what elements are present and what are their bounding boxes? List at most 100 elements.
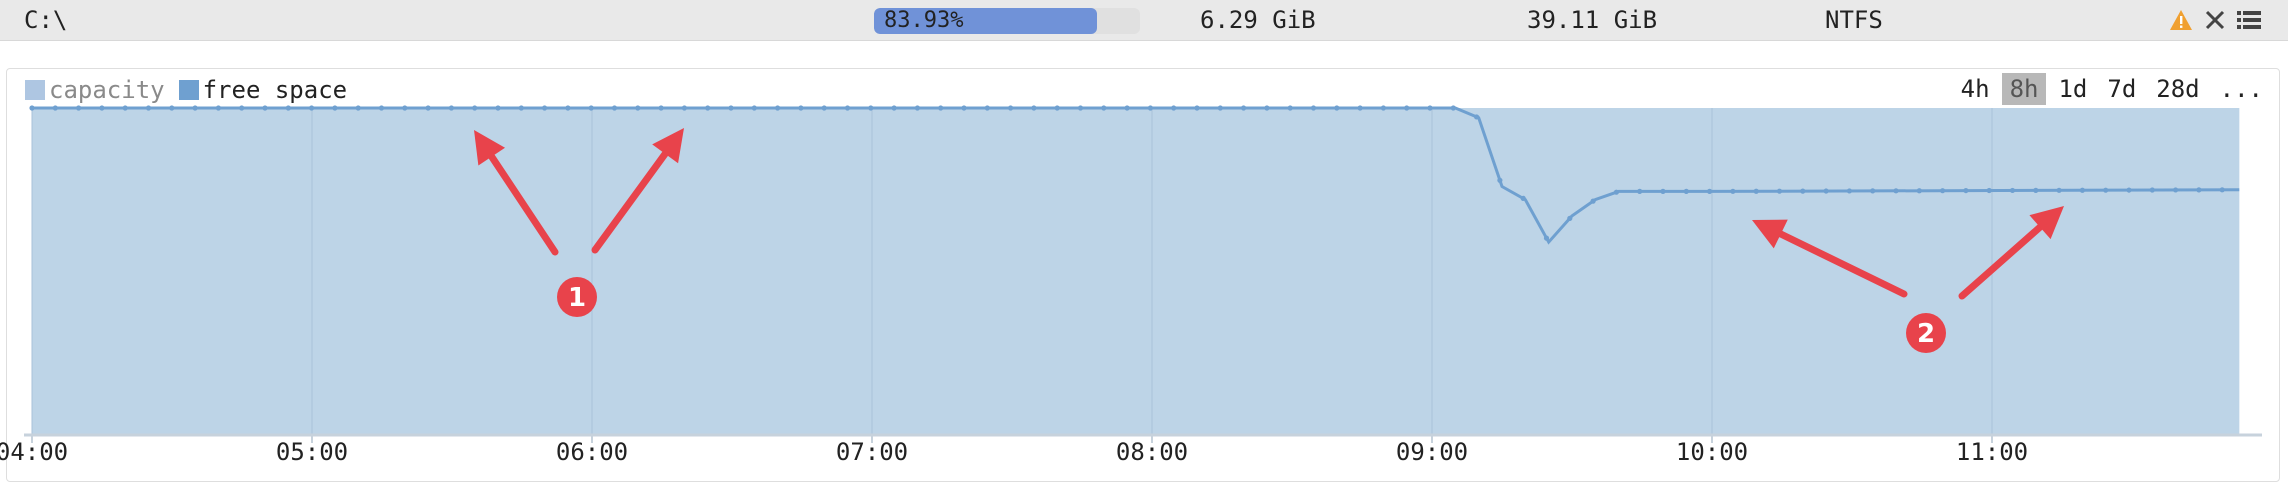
capacity-area xyxy=(32,108,2240,435)
drive-row[interactable]: C:\ 83.93% 6.29 GiB 39.11 GiB NTFS xyxy=(0,0,2288,41)
free-space-point xyxy=(658,105,664,111)
free-space-point xyxy=(798,105,804,111)
free-space-point xyxy=(1846,188,1852,194)
time-range-selector: 4h 8h 1d 7d 28d ... xyxy=(1953,73,2271,105)
free-space-point xyxy=(1660,188,1666,194)
free-space-point xyxy=(2196,187,2202,193)
free-space-point xyxy=(1543,235,1550,241)
free-space-point xyxy=(821,105,827,111)
free-space-point xyxy=(285,105,291,111)
free-space-point xyxy=(1124,105,1130,111)
free-space-point xyxy=(1031,105,1037,111)
free-space-point xyxy=(1334,105,1340,111)
free-space-point xyxy=(1800,188,1806,194)
free-space-point xyxy=(2033,187,2039,193)
free-space-point xyxy=(542,105,548,111)
usage-percent-label: 83.93% xyxy=(884,8,964,33)
range-7d-button[interactable]: 7d xyxy=(2107,75,2137,103)
free-space-point xyxy=(1497,177,1503,183)
free-space-point xyxy=(1077,105,1084,111)
free-space-point xyxy=(1008,105,1014,111)
free-space-point xyxy=(2103,187,2109,193)
legend-free-space[interactable]: free space xyxy=(178,75,347,105)
free-space-point xyxy=(2173,187,2179,193)
x-tick-label: 05:00 xyxy=(276,438,348,466)
free-space-point xyxy=(868,105,874,111)
free-space-point xyxy=(728,105,734,111)
annotation-arrow xyxy=(591,128,684,254)
range-8h-button[interactable]: 8h xyxy=(2001,73,2047,105)
free-space-point xyxy=(402,105,408,111)
free-space-point xyxy=(215,105,221,111)
free-space-point xyxy=(1101,105,1107,111)
free-space-point xyxy=(1241,105,1247,111)
free-space-point xyxy=(518,105,524,111)
free-space-point xyxy=(1707,188,1713,194)
usage-progress-fill xyxy=(874,8,1098,34)
filesystem-type: NTFS xyxy=(1825,6,1883,34)
annotation-arrow xyxy=(1958,206,2064,300)
free-space-point xyxy=(1357,105,1363,111)
free-space-point xyxy=(914,105,921,111)
free-space-point xyxy=(751,105,757,111)
warning-icon[interactable] xyxy=(2168,6,2194,34)
free-space-point xyxy=(1520,195,1526,201)
annotation-badge-1 xyxy=(557,277,597,317)
free-space-point xyxy=(1264,105,1270,111)
free-space-point xyxy=(425,105,431,111)
free-space-point xyxy=(611,105,618,111)
free-space-point xyxy=(775,105,781,111)
free-space-point xyxy=(2009,187,2016,194)
usage-progress-bar: 83.93% xyxy=(874,8,1140,34)
free-space-point xyxy=(1404,105,1410,111)
range-4h-button[interactable]: 4h xyxy=(1960,75,1990,103)
x-tick-label: 11:00 xyxy=(1956,438,2028,466)
free-space-value: 6.29 GiB xyxy=(1200,6,1316,34)
free-space-point xyxy=(1310,105,1317,111)
menu-icon[interactable] xyxy=(2236,6,2262,34)
annotation-badge-2 xyxy=(1906,313,1946,353)
free-space-point xyxy=(938,105,944,111)
free-space-point xyxy=(2149,187,2155,193)
free-space-point xyxy=(1194,105,1200,111)
close-icon[interactable] xyxy=(2202,6,2228,34)
chart-legend: capacity free space xyxy=(25,75,347,105)
x-tick-label: 04:00 xyxy=(0,438,68,466)
range-1d-button[interactable]: 1d xyxy=(2058,75,2088,103)
total-capacity-value: 39.11 GiB xyxy=(1527,6,1658,34)
free-space-point xyxy=(239,105,245,111)
free-space-point xyxy=(1427,105,1433,111)
free-space-point xyxy=(1916,188,1922,194)
x-tick-label: 07:00 xyxy=(836,438,908,466)
free-space-point xyxy=(1870,188,1876,194)
free-space-point xyxy=(1963,187,1969,194)
free-space-point xyxy=(448,105,454,111)
free-space-point xyxy=(1171,105,1177,111)
range-28d-button[interactable]: 28d xyxy=(2156,75,2200,103)
free-space-point xyxy=(1380,105,1386,111)
x-tick-label: 09:00 xyxy=(1396,438,1468,466)
free-space-point xyxy=(2079,187,2085,193)
x-tick-label: 10:00 xyxy=(1676,438,1748,466)
free-space-point xyxy=(192,105,198,111)
free-space-point xyxy=(1147,105,1153,111)
legend-capacity-label: capacity xyxy=(49,76,165,104)
free-space-point xyxy=(378,105,385,111)
free-space-point xyxy=(1776,188,1783,194)
free-space-line xyxy=(32,106,2240,245)
legend-capacity-swatch xyxy=(25,80,45,100)
free-space-point xyxy=(588,105,594,111)
free-space-point xyxy=(635,105,641,111)
annotation-badge-2-label: 2 xyxy=(1917,319,1935,349)
legend-capacity[interactable]: capacity xyxy=(25,75,165,105)
drive-name: C:\ xyxy=(24,6,68,34)
free-space-point xyxy=(1217,105,1223,111)
free-space-point xyxy=(1613,189,1619,195)
free-space-point xyxy=(332,105,338,111)
free-space-point xyxy=(1450,105,1456,111)
free-space-point xyxy=(1683,188,1689,194)
x-tick-label: 06:00 xyxy=(556,438,628,466)
free-space-point xyxy=(1730,188,1736,194)
range-more-button[interactable]: ... xyxy=(2219,75,2263,103)
